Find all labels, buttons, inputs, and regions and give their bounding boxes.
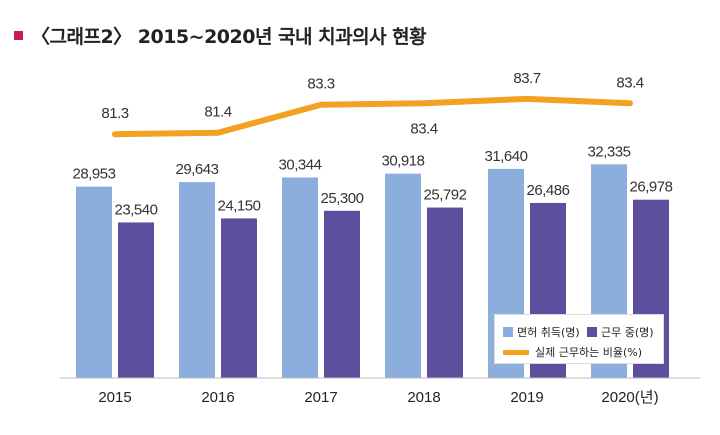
data-label-working: 26,978 — [630, 179, 673, 196]
ratio-line-layer: 81.3 81.4 83.3 83.4 83.7 83.4 — [101, 70, 644, 138]
x-tick-label: 2017 — [304, 389, 337, 406]
legend-label-ratio: 실제 근무하는 비율(%) — [535, 346, 642, 359]
bar-licensed — [179, 182, 215, 378]
data-label-licensed: 28,953 — [73, 166, 116, 183]
legend-label-licensed: 면허 취득(명) — [517, 326, 580, 339]
chart-title-group: 〈그래프2〉 2015~2020년 국내 치과의사 현황 — [14, 22, 427, 49]
bar-labels-layer: 28,953 23,540 29,643 24,150 30,344 25,300 30,9… — [73, 143, 674, 218]
bar-licensed — [76, 186, 112, 378]
data-label-working: 25,792 — [424, 187, 467, 204]
bar-working — [221, 218, 257, 378]
bar-working — [118, 222, 154, 378]
data-label-licensed: 30,918 — [382, 153, 425, 170]
legend-item-licensed: 면허 취득(명) — [503, 324, 580, 340]
data-label-ratio: 83.7 — [513, 70, 540, 87]
data-label-working: 23,540 — [115, 201, 158, 218]
bar-working — [427, 207, 463, 378]
data-label-ratio: 83.4 — [616, 74, 643, 91]
x-tick-label: 2018 — [407, 389, 440, 406]
legend: 면허 취득(명) 근무 중(명) 실제 근무하는 비율(%) — [494, 314, 664, 364]
legend-swatch-licensed — [503, 327, 513, 337]
legend-item-working: 근무 중(명) — [587, 324, 654, 340]
x-tick-label: 2016 — [201, 389, 234, 406]
x-tick-label: 2015 — [98, 389, 131, 406]
x-tick-label: 2019 — [510, 389, 543, 406]
data-label-ratio: 83.4 — [410, 120, 437, 137]
data-label-licensed: 32,335 — [588, 143, 631, 160]
data-label-licensed: 29,643 — [176, 161, 219, 178]
legend-swatch-working — [587, 327, 597, 337]
data-label-licensed: 30,344 — [279, 156, 322, 173]
data-label-working: 24,150 — [218, 197, 261, 214]
data-label-working: 26,486 — [527, 182, 570, 199]
data-label-licensed: 31,640 — [485, 148, 528, 165]
ratio-line — [112, 95, 633, 138]
x-tick-label: 2020(년) — [601, 389, 658, 406]
title-marker-square — [14, 31, 23, 40]
bar-working — [324, 210, 360, 378]
data-label-ratio: 83.3 — [307, 76, 334, 93]
bar-licensed — [282, 177, 318, 378]
bar-licensed — [385, 173, 421, 378]
data-label-ratio: 81.3 — [101, 105, 128, 122]
x-axis-ticks: 2015 2016 2017 2018 2019 2020(년) — [98, 389, 658, 406]
data-label-ratio: 81.4 — [204, 104, 231, 121]
chart-title: 〈그래프2〉 2015~2020년 국내 치과의사 현황 — [31, 26, 427, 48]
legend-item-ratio: 실제 근무하는 비율(%) — [503, 344, 642, 360]
data-label-working: 25,300 — [321, 190, 364, 207]
legend-label-working: 근무 중(명) — [601, 326, 654, 339]
legend-swatch-ratio — [503, 349, 529, 355]
